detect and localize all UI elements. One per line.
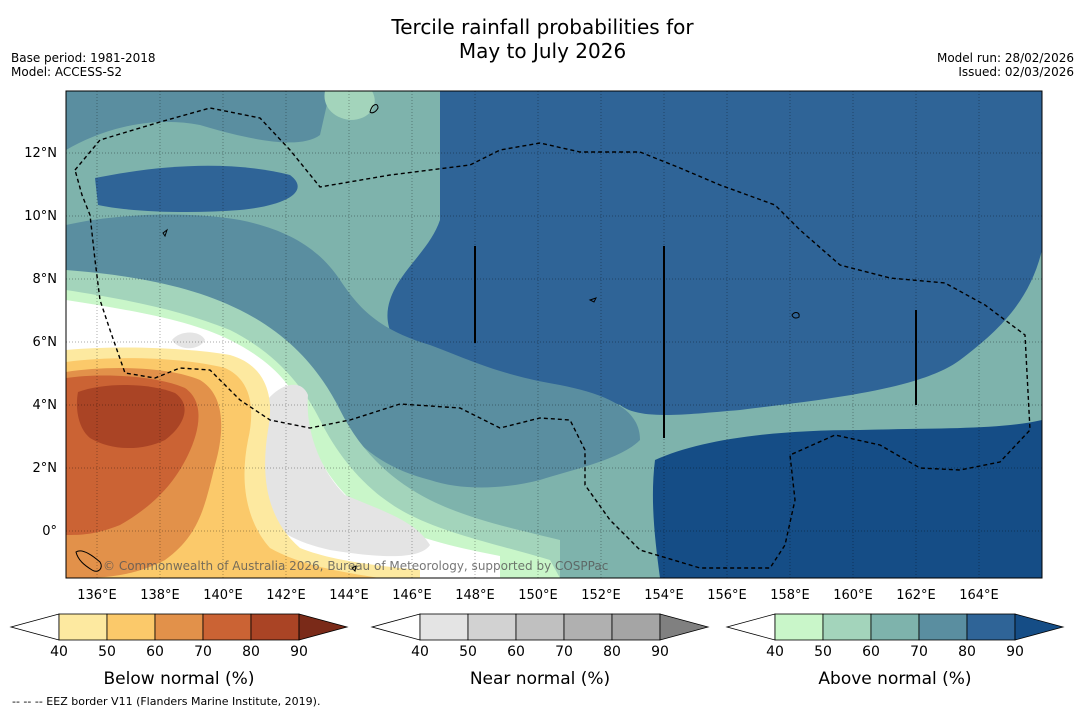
- ytick-2n: 2°N: [32, 461, 58, 476]
- below-normal-title: Below normal (%): [103, 669, 255, 689]
- above-tick-50: 50: [814, 644, 832, 660]
- islands: [75, 104, 800, 573]
- near-normal-40-patch: [172, 332, 205, 349]
- xtick-154e: 154°E: [644, 588, 684, 603]
- chart-title-line2: May to July 2026: [458, 39, 627, 63]
- near-normal-title: Near normal (%): [469, 669, 611, 689]
- ytick-12n: 12°N: [24, 146, 57, 161]
- eez-border-palau-fsm: [74, 107, 1031, 569]
- above-normal-title: Above normal (%): [818, 669, 972, 689]
- xtick-136e: 136°E: [77, 588, 117, 603]
- below-tick-90: 90: [290, 644, 308, 660]
- xtick-156e: 156°E: [707, 588, 747, 603]
- colorbar-below: [9, 613, 349, 641]
- above-tick-40: 40: [766, 644, 784, 660]
- xtick-144e: 144°E: [329, 588, 369, 603]
- below-tick-70: 70: [194, 644, 212, 660]
- colorbar-near: [370, 613, 710, 641]
- issued-label: Issued: 02/03/2026: [958, 65, 1074, 79]
- above-tick-80: 80: [958, 644, 976, 660]
- ytick-6n: 6°N: [32, 335, 58, 350]
- near-tick-60: 60: [507, 644, 525, 660]
- map-frame: [65, 90, 1043, 579]
- xtick-160e: 160°E: [833, 588, 873, 603]
- above-tick-70: 70: [910, 644, 928, 660]
- xtick-150e: 150°E: [518, 588, 558, 603]
- near-tick-80: 80: [603, 644, 621, 660]
- near-tick-50: 50: [459, 644, 477, 660]
- chart-title-line1: Tercile rainfall probabilities for: [391, 15, 694, 39]
- xtick-146e: 146°E: [392, 588, 432, 603]
- above-tick-90: 90: [1006, 644, 1024, 660]
- near-tick-70: 70: [555, 644, 573, 660]
- base-period-label: Base period: 1981-2018: [11, 51, 156, 65]
- xtick-142e: 142°E: [266, 588, 306, 603]
- near-tick-40: 40: [411, 644, 429, 660]
- xtick-158e: 158°E: [770, 588, 810, 603]
- above-80-region-main: [387, 91, 1042, 415]
- below-80-region: [76, 384, 185, 449]
- above-tick-60: 60: [862, 644, 880, 660]
- ytick-8n: 8°N: [32, 272, 58, 287]
- colorbar-above: [725, 613, 1065, 641]
- xtick-152e: 152°E: [581, 588, 621, 603]
- above-90-region: [652, 420, 1042, 578]
- model-run-label: Model run: 28/02/2026: [936, 51, 1074, 65]
- xtick-162e: 162°E: [896, 588, 936, 603]
- ytick-10n: 10°N: [24, 209, 57, 224]
- map-gridlines: [66, 91, 1042, 578]
- ytick-4n: 4°N: [32, 398, 58, 413]
- xtick-140e: 140°E: [203, 588, 243, 603]
- eez-footnote: -- -- -- EEZ border V11 (Flanders Marine…: [12, 695, 321, 708]
- below-tick-40: 40: [50, 644, 68, 660]
- above-70-band-west: [66, 91, 330, 150]
- ytick-0: 0°: [42, 524, 57, 539]
- below-tick-60: 60: [146, 644, 164, 660]
- xtick-164e: 164°E: [959, 588, 999, 603]
- above-80-region-north: [95, 165, 298, 213]
- below-tick-50: 50: [98, 644, 116, 660]
- below-tick-80: 80: [242, 644, 260, 660]
- model-label: Model: ACCESS-S2: [11, 65, 123, 79]
- copyright-text: © Commonwealth of Australia 2026, Bureau…: [103, 559, 608, 573]
- boundary-lines: [474, 246, 917, 438]
- above-70-band-mid: [66, 214, 640, 488]
- above-60-patch-north: [324, 91, 375, 120]
- near-tick-90: 90: [651, 644, 669, 660]
- near-normal-40-region: [249, 384, 430, 557]
- xtick-148e: 148°E: [455, 588, 495, 603]
- xtick-138e: 138°E: [140, 588, 180, 603]
